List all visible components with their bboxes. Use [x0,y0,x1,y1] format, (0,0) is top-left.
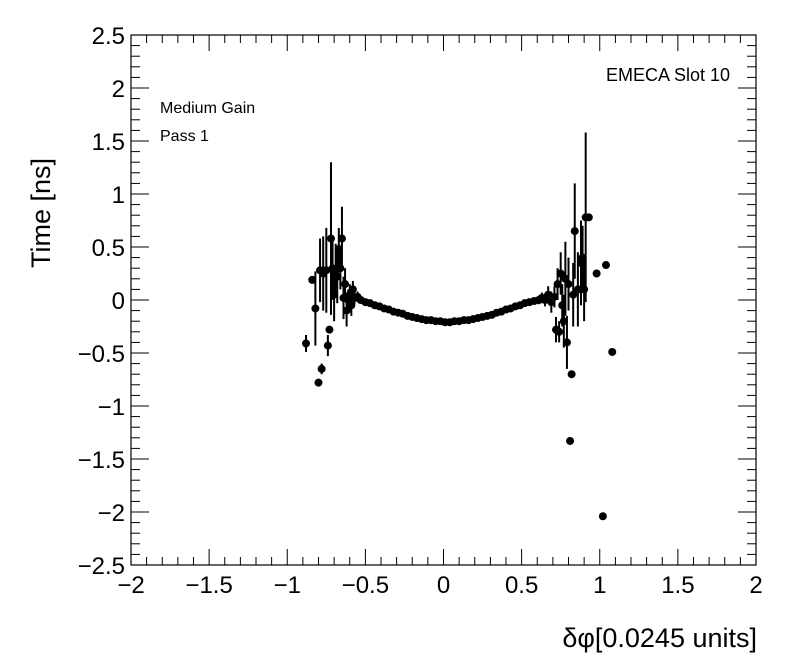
data-point [337,234,346,243]
data-point [302,339,310,348]
axis-ticks [130,34,757,566]
x-tick-label: −1.5 [185,572,232,599]
y-tick-label: 0.5 [92,235,125,262]
x-tick-label: −2 [117,572,144,599]
x-tick-label: −0.5 [342,572,389,599]
y-tick-labels: 2.5 2 1.5 1 0.5 0 −0.5 −1 −1.5 −2 −2.5 [78,23,125,580]
y-tick-label: −1.5 [78,447,125,474]
data-point [584,213,593,222]
pass-annotation: Pass 1 [160,128,209,145]
y-axis-title: Time [ns] [26,158,56,268]
data-point [317,364,326,373]
x-tick-label: 0 [437,572,450,599]
data-point [333,272,342,281]
data-points [302,132,617,521]
data-point [592,269,601,278]
y-tick-label: 2 [112,76,125,103]
data-point [341,280,350,289]
data-point [562,338,571,347]
data-point [348,285,357,294]
y-tick-label: 2.5 [92,23,125,50]
data-point [314,378,323,387]
data-point [580,285,589,294]
y-tick-label: −0.5 [78,341,125,368]
y-tick-label: −2.5 [78,553,125,580]
y-tick-label: 1 [112,182,125,209]
data-point [308,275,317,284]
data-point [336,264,345,273]
data-point [553,280,562,289]
x-tick-label: 2 [749,572,762,599]
x-tick-label: −1 [274,572,301,599]
data-point [347,301,356,310]
data-point [608,347,617,356]
data-point [555,327,564,336]
x-tick-label: 0.5 [505,572,538,599]
data-point [569,290,578,299]
data-point [602,261,610,270]
data-point [598,512,607,521]
x-tick-label: 1 [593,572,606,599]
y-tick-label: 1.5 [92,129,125,156]
y-tick-label: −2 [98,500,125,527]
data-point [544,290,553,299]
data-point [556,269,565,278]
data-point [323,341,332,350]
data-point [559,317,568,326]
data-point [550,292,559,301]
slot-annotation: EMECA Slot 10 [606,65,730,85]
data-point [566,436,575,445]
data-point [573,285,582,294]
gain-annotation: Medium Gain [160,100,255,117]
data-point [325,325,334,334]
y-tick-label: −1 [98,394,125,421]
data-point [570,227,579,236]
data-point [327,234,335,243]
x-tick-label: 1.5 [661,572,694,599]
data-point [567,370,576,379]
x-axis-title: δφ[0.0245 units] [562,623,757,653]
y-tick-label: 0 [112,288,125,315]
data-point [564,280,573,289]
data-point [322,266,331,275]
data-point [311,304,320,313]
x-tick-labels: −2 −1.5 −1 −0.5 0 0.5 1 1.5 2 [117,572,762,599]
